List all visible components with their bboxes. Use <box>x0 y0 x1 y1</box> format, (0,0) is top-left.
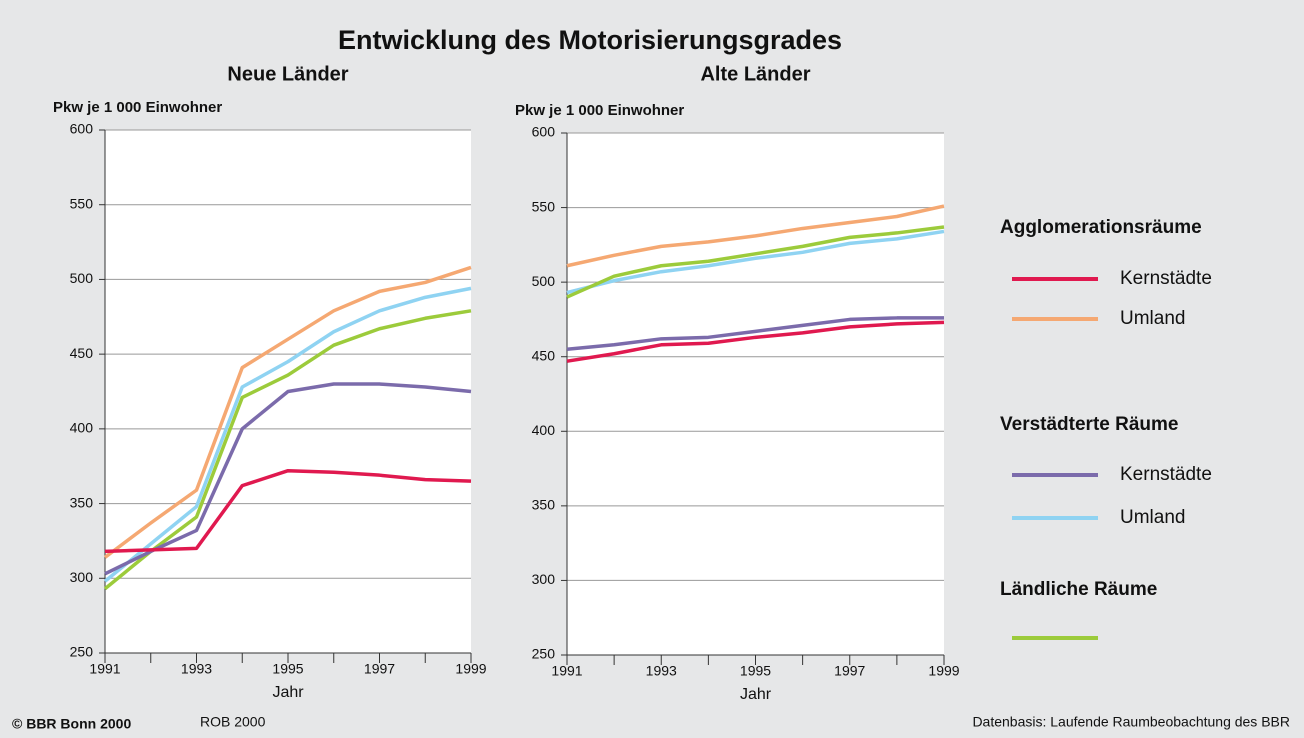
x-tick-label: 1997 <box>834 663 865 679</box>
series-line <box>566 204 945 268</box>
series-line <box>104 468 472 554</box>
y-tick-label: 550 <box>532 198 556 214</box>
series-line <box>566 225 945 299</box>
y-axis-label: Pkw je 1 000 Einwohner <box>515 102 684 119</box>
source: Datenbasis: Laufende Raumbeobachtung des… <box>972 714 1290 730</box>
legend-label: Kernstädte <box>1120 268 1212 289</box>
y-tick-label: 300 <box>532 571 556 587</box>
legend-group-title: Verstädterte Räume <box>1000 414 1178 435</box>
y-tick-label: 550 <box>70 195 94 211</box>
x-axis-label: Jahr <box>740 686 772 703</box>
y-tick-label: 350 <box>532 497 556 513</box>
y-tick-label: 350 <box>70 494 94 510</box>
y-tick-label: 600 <box>532 124 556 140</box>
legend-group-title: Agglomerationsräume <box>1000 217 1202 238</box>
y-tick-label: 450 <box>70 345 94 361</box>
y-tick-label: 500 <box>70 270 94 286</box>
series-line <box>103 309 472 591</box>
y-tick-label: 400 <box>70 420 94 436</box>
series-line <box>104 382 472 576</box>
series-line <box>566 229 945 295</box>
legend-label: Umland <box>1120 308 1185 329</box>
plot-area <box>567 133 944 655</box>
series-line <box>103 265 472 559</box>
x-tick-label: 1995 <box>272 661 303 677</box>
legend-group-title: Ländliche Räume <box>1000 579 1157 600</box>
x-tick-label: 1999 <box>455 661 486 677</box>
series-line <box>566 320 945 363</box>
y-tick-label: 250 <box>532 646 556 662</box>
subplot-title: Alte Länder <box>700 63 810 85</box>
x-tick-label: 1991 <box>89 661 120 677</box>
x-tick-label: 1993 <box>181 661 212 677</box>
y-tick-label: 500 <box>532 273 556 289</box>
x-tick-label: 1995 <box>740 663 771 679</box>
series-line <box>566 316 944 351</box>
copyright: © BBR Bonn 2000 <box>12 716 131 732</box>
y-tick-label: 450 <box>532 347 556 363</box>
x-tick-label: 1997 <box>364 661 395 677</box>
y-tick-label: 250 <box>70 644 94 660</box>
x-axis-label: Jahr <box>272 684 304 701</box>
subplot-title: Neue Länder <box>227 63 348 85</box>
y-tick-label: 600 <box>70 121 94 137</box>
source-code: ROB 2000 <box>200 714 266 730</box>
x-tick-label: 1993 <box>646 663 677 679</box>
x-tick-label: 1991 <box>551 663 582 679</box>
legend-label: Umland <box>1120 507 1185 528</box>
y-tick-label: 300 <box>70 569 94 585</box>
series-line <box>103 286 472 583</box>
y-axis-label: Pkw je 1 000 Einwohner <box>53 99 222 116</box>
y-tick-label: 400 <box>532 422 556 438</box>
page-title: Entwicklung des Motorisierungsgrades <box>338 25 842 55</box>
x-tick-label: 1999 <box>928 663 959 679</box>
legend-label: Kernstädte <box>1120 464 1212 485</box>
